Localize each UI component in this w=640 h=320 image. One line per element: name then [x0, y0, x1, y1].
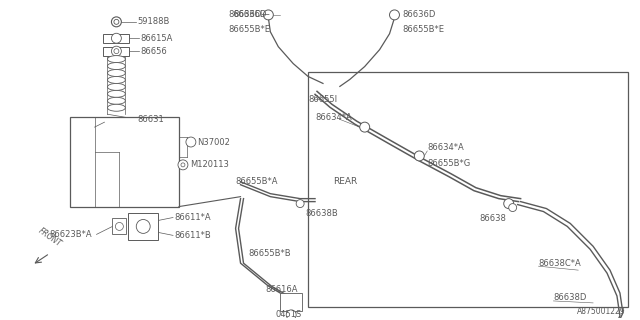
Text: 86611*A: 86611*A	[174, 213, 211, 222]
Text: A875001229: A875001229	[577, 307, 626, 316]
Circle shape	[111, 46, 122, 56]
Circle shape	[414, 151, 424, 161]
Circle shape	[111, 17, 122, 27]
FancyBboxPatch shape	[280, 293, 302, 311]
Circle shape	[136, 220, 150, 233]
Text: 86615A: 86615A	[140, 34, 173, 43]
Circle shape	[296, 200, 304, 208]
Text: FRONT: FRONT	[37, 226, 63, 248]
Circle shape	[114, 20, 119, 24]
FancyBboxPatch shape	[113, 219, 126, 234]
Circle shape	[115, 222, 124, 230]
Ellipse shape	[108, 76, 125, 84]
Circle shape	[264, 10, 273, 20]
Text: M120113: M120113	[190, 160, 228, 169]
FancyBboxPatch shape	[129, 212, 158, 240]
Circle shape	[111, 33, 122, 43]
Text: 86623B*A: 86623B*A	[50, 230, 93, 239]
Circle shape	[286, 310, 296, 320]
Text: REAR: REAR	[333, 177, 357, 186]
Text: 86655B*G: 86655B*G	[428, 159, 470, 168]
Text: 86638: 86638	[479, 214, 506, 223]
Text: N37002: N37002	[197, 138, 230, 147]
Text: 86638B: 86638B	[305, 209, 338, 218]
Text: 86636D: 86636D	[403, 10, 436, 20]
Text: 86655B*A: 86655B*A	[236, 177, 278, 186]
Text: 86655B*E: 86655B*E	[403, 25, 444, 34]
Text: 86616A: 86616A	[266, 284, 298, 293]
Ellipse shape	[108, 63, 125, 69]
Text: 59188B: 59188B	[137, 17, 170, 26]
Text: 86655I: 86655I	[308, 95, 337, 104]
Circle shape	[181, 163, 185, 167]
Ellipse shape	[108, 56, 125, 63]
Circle shape	[178, 160, 188, 170]
Circle shape	[504, 199, 514, 209]
Circle shape	[186, 137, 196, 147]
Circle shape	[360, 122, 370, 132]
Text: 86655B*E: 86655B*E	[228, 25, 271, 34]
Text: 86638C*A: 86638C*A	[538, 259, 581, 268]
Text: 0451S: 0451S	[275, 310, 301, 319]
FancyBboxPatch shape	[70, 117, 179, 207]
Circle shape	[390, 10, 399, 20]
Text: 86638D: 86638D	[554, 293, 587, 302]
Ellipse shape	[108, 90, 125, 97]
Text: 86655B*B: 86655B*B	[248, 249, 291, 258]
Ellipse shape	[108, 69, 125, 76]
Text: 86636D: 86636D	[234, 10, 267, 20]
Ellipse shape	[108, 104, 125, 111]
FancyBboxPatch shape	[104, 34, 129, 43]
Circle shape	[509, 204, 516, 212]
Circle shape	[114, 49, 119, 54]
Ellipse shape	[108, 84, 125, 90]
Text: 86656: 86656	[140, 47, 167, 56]
Text: 86631: 86631	[137, 115, 164, 124]
Text: 86634*A: 86634*A	[428, 143, 464, 153]
Ellipse shape	[108, 97, 125, 104]
Text: 86636D—: 86636D—	[228, 10, 270, 20]
Text: 86634*A: 86634*A	[315, 113, 352, 122]
Text: 86611*B: 86611*B	[174, 231, 211, 240]
FancyBboxPatch shape	[104, 47, 129, 56]
